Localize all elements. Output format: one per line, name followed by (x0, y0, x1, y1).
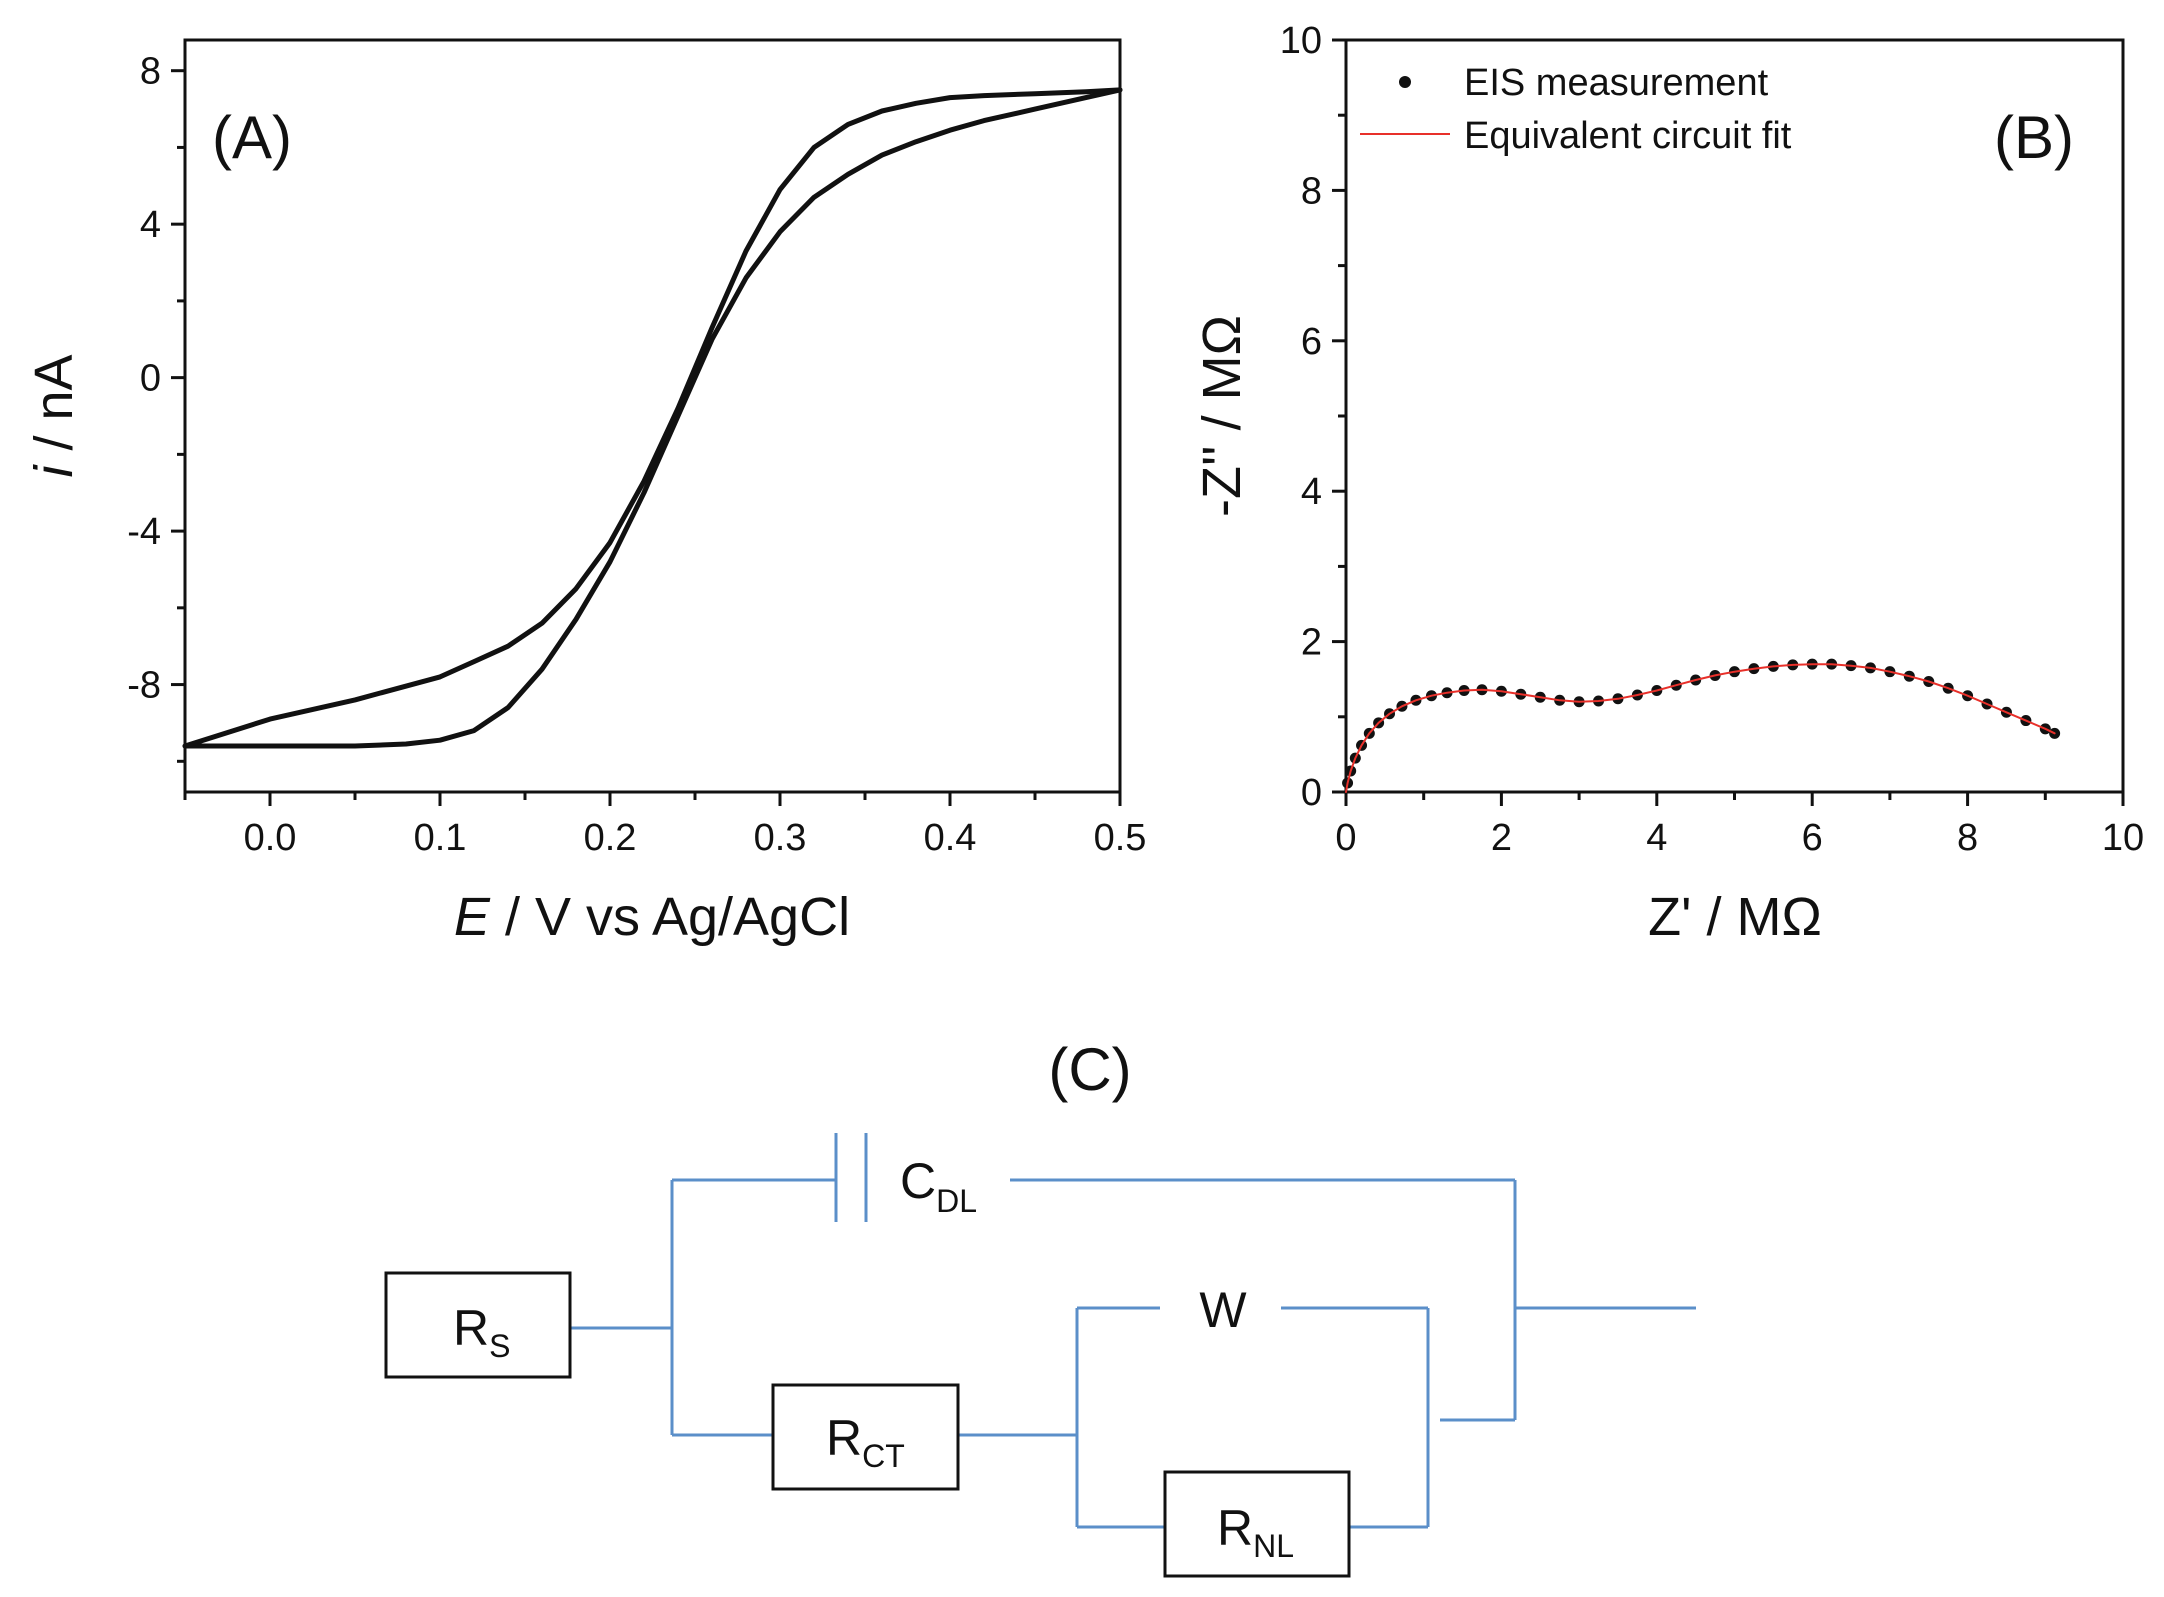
a-x-tick-label: 0.1 (414, 817, 467, 859)
panel-a-y-axis-unit: / nA (24, 354, 84, 465)
panel-a-label: (A) (212, 104, 292, 171)
rs-label-main: R (453, 1300, 489, 1356)
panel-b-series (1342, 658, 2061, 793)
cdl-label-main: C (900, 1153, 936, 1209)
b-y-tick-label: 0 (1301, 772, 1322, 814)
capacitor-cdl: CDL (900, 1153, 977, 1219)
panel-a-x-axis-unit: / V vs Ag/AgCl (490, 887, 850, 947)
legend-label-equivalent-circuit-fit: Equivalent circuit fit (1464, 115, 1792, 157)
a-y-tick-label: -8 (127, 665, 161, 707)
a-y-tick-label: -4 (127, 511, 161, 553)
a-y-tick-label: 8 (140, 51, 161, 93)
b-x-tick-label: 8 (1957, 817, 1978, 859)
series-reverse-scan-line (182, 87, 1123, 749)
series-equivalent-circuit-fit-line (1345, 663, 2056, 793)
rs-label-subscript: S (489, 1328, 510, 1364)
warburg-element-w: W (1199, 1282, 1247, 1338)
a-x-tick-label: 0.2 (584, 817, 637, 859)
cdl-label: CDL (900, 1153, 977, 1219)
rs-label: RS (453, 1300, 510, 1364)
a-y-tick-label: 0 (140, 358, 161, 400)
rct-label: RCT (826, 1410, 905, 1474)
panel-b-legend: EIS measurement Equivalent circuit fit (1360, 62, 1792, 157)
rct-label-main: R (826, 1410, 862, 1466)
resistor-rct: RCT (771, 1383, 960, 1491)
panel-a-y-axis-title: i / nA (24, 354, 84, 477)
b-y-tick-label: 4 (1301, 471, 1322, 513)
legend-label-eis-measurement: EIS measurement (1464, 62, 1769, 104)
panel-a-x-axis-symbol: E (454, 887, 491, 947)
rnl-label: RNL (1217, 1500, 1294, 1564)
panel-a-ticks (171, 69, 1122, 806)
legend-marker-eis-measurement (1399, 76, 1411, 88)
resistor-rs: RS (384, 1271, 572, 1379)
panel-a-y-axis-symbol: i (24, 464, 84, 478)
circuit-wires (570, 1133, 1696, 1529)
panel-a-plot-frame (183, 38, 1122, 794)
panel-a-cv-plot: 0.0 0.1 0.2 0.3 0.4 0.5 -8 -4 0 4 8 (A) E / V vs A… (24, 38, 1146, 947)
w-label: W (1199, 1282, 1247, 1338)
rct-label-subscript: CT (862, 1438, 905, 1474)
resistor-rnl: RNL (1163, 1470, 1351, 1578)
a-x-tick-label: 0.0 (244, 817, 297, 859)
b-y-tick-label: 2 (1301, 622, 1322, 664)
panel-b-label: (B) (1994, 104, 2074, 171)
panel-b-y-axis-title: -Z'' / MΩ (1192, 315, 1252, 517)
b-x-tick-label: 10 (2102, 817, 2144, 859)
a-x-tick-label: 0.5 (1094, 817, 1147, 859)
a-y-tick-label: 4 (140, 204, 161, 246)
a-x-tick-label: 0.4 (924, 817, 977, 859)
panel-c-equivalent-circuit: (C) RS CDL (384, 1036, 1696, 1578)
panel-a-x-axis-title: E / V vs Ag/AgCl (454, 887, 850, 947)
panel-b-x-axis-title: Z' / MΩ (1648, 887, 1822, 947)
b-x-tick-label: 2 (1491, 817, 1512, 859)
b-y-tick-label: 6 (1301, 321, 1322, 363)
panel-a-series (182, 87, 1123, 749)
panel-b-eis-plot: 0 2 4 6 8 10 0 2 4 6 8 10 (B) Z' / MΩ -Z'' / MΩ EIS… (1192, 20, 2144, 947)
b-y-tick-label: 8 (1301, 170, 1322, 212)
a-x-tick-label: 0.3 (754, 817, 807, 859)
panel-a-tick-labels: 0.0 0.1 0.2 0.3 0.4 0.5 -8 -4 0 4 8 (127, 51, 1146, 859)
b-x-tick-label: 4 (1646, 817, 1667, 859)
b-x-tick-label: 6 (1802, 817, 1823, 859)
b-y-tick-label: 10 (1280, 20, 1322, 62)
cdl-label-subscript: DL (936, 1183, 977, 1219)
b-x-tick-label: 0 (1335, 817, 1356, 859)
panel-b-tick-labels: 0 2 4 6 8 10 0 2 4 6 8 10 (1280, 20, 2144, 859)
rnl-label-main: R (1217, 1500, 1253, 1556)
panel-c-label: (C) (1048, 1036, 1131, 1103)
panel-b-ticks (1332, 38, 2125, 806)
series-forward-scan-line (182, 87, 1123, 749)
rnl-label-subscript: NL (1253, 1528, 1294, 1564)
